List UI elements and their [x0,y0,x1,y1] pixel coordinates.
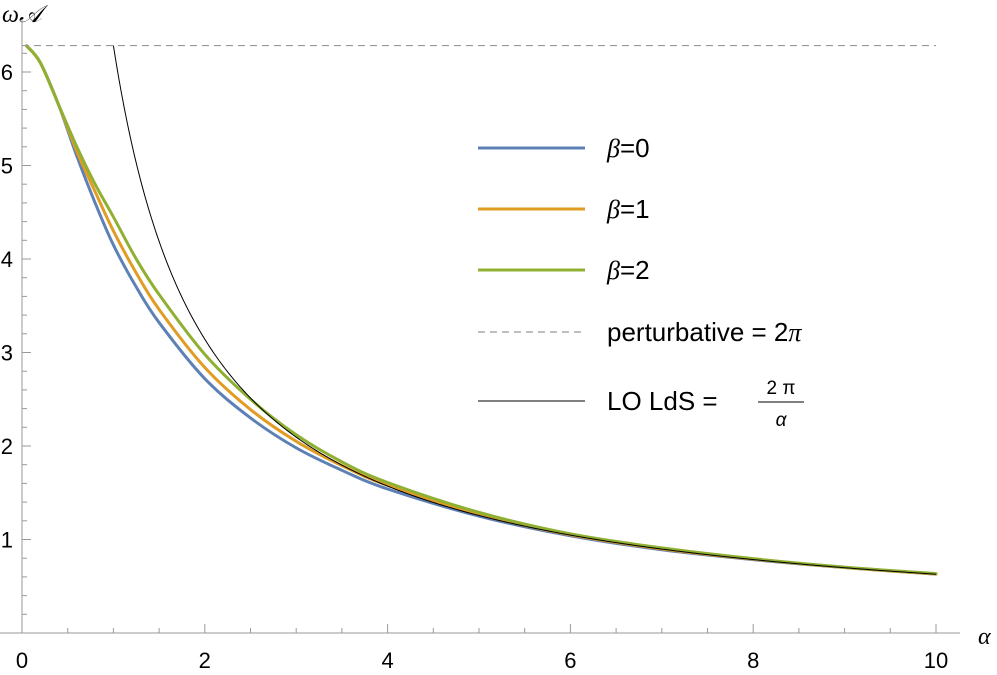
series-line-beta-0 [25,44,938,576]
x-tick-label: 2 [199,648,211,673]
legend-label-beta-2: β=2 [606,255,650,285]
y-tick-label: 3 [1,341,13,366]
legend-label-perturbative: perturbative = 2π [607,317,802,347]
legend-fraction-numerator: 2 π [767,378,796,399]
legend-label-beta-0: β=0 [606,133,650,163]
y-tick-label: 4 [1,247,13,272]
x-tick-label: 4 [381,648,393,673]
series-line-beta-1 [25,44,938,576]
series-line-lo-lds [112,45,937,575]
y-axis-label: ω𝒜 [2,2,49,28]
x-tick-label: 0 [16,648,28,673]
legend-fraction-denominator: α [776,410,788,431]
plot-area [22,44,938,576]
x-tick-label: 8 [747,648,759,673]
y-tick-label: 1 [1,528,13,553]
legend-label-lo-lds: LO LdS = [607,386,718,416]
y-tick-label: 2 [1,434,13,459]
legend: β=0 β=1 β=2 perturbative = 2π LO LdS = 2 π α [478,133,804,431]
x-tick-label: 6 [564,648,576,673]
x-axis-label: α [978,624,991,650]
x-tick-label: 10 [924,648,948,673]
y-tick-label: 5 [1,154,13,179]
y-tick-label: 6 [1,60,13,85]
series-line-beta-2 [25,44,938,576]
legend-label-beta-1: β=1 [606,194,650,224]
